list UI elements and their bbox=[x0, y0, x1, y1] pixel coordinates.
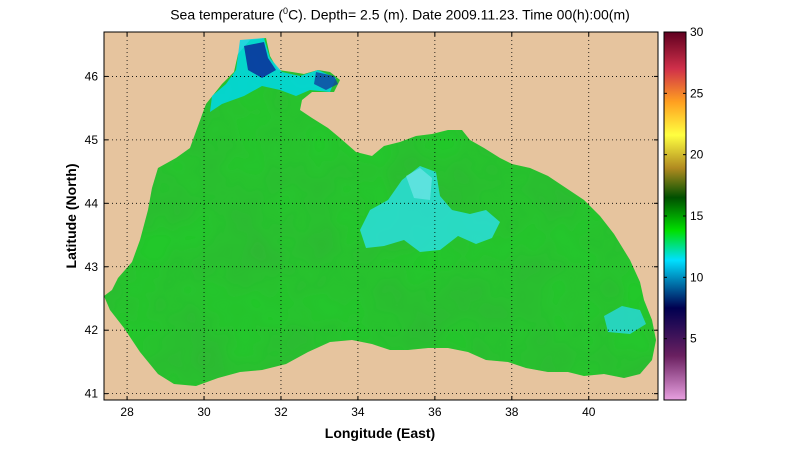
cold-water-central bbox=[360, 166, 500, 252]
x-axis-label: Longitude (East) bbox=[325, 425, 435, 441]
colorbar bbox=[663, 31, 687, 401]
axis-ticks: 28 30 32 34 36 38 40 41 42 43 44 45 46 bbox=[85, 32, 658, 419]
colorbar-tick-label: 25 bbox=[690, 86, 704, 100]
cold-water-southeast bbox=[604, 306, 646, 334]
cold-water-northwest bbox=[210, 38, 336, 112]
x-tick-label: 40 bbox=[582, 405, 596, 419]
cold-water-patch bbox=[406, 168, 432, 200]
y-tick-label: 46 bbox=[85, 69, 99, 83]
y-tick-label: 41 bbox=[85, 387, 99, 401]
colorbar-tick-label: 20 bbox=[690, 148, 704, 162]
colorbar-tick-label: 10 bbox=[690, 270, 704, 284]
y-tick-label: 45 bbox=[85, 133, 99, 147]
plot-frame bbox=[103, 31, 659, 401]
colorbar-tick-label: 30 bbox=[690, 25, 704, 39]
colorbar-ticks: 5 10 15 20 25 30 bbox=[664, 25, 704, 346]
grid-lines bbox=[104, 32, 658, 400]
y-tick-label: 43 bbox=[85, 260, 99, 274]
y-tick-label: 42 bbox=[85, 323, 99, 337]
map-title: Sea temperature (0C). Depth= 2.5 (m). Da… bbox=[170, 6, 630, 23]
x-tick-label: 34 bbox=[351, 405, 365, 419]
x-tick-label: 38 bbox=[505, 405, 519, 419]
y-tick-label: 44 bbox=[85, 196, 99, 210]
y-axis-label: Latitude (North) bbox=[63, 164, 79, 269]
colorbar-tick-label: 15 bbox=[690, 209, 704, 223]
colorbar-tick-label: 5 bbox=[690, 332, 697, 346]
x-tick-label: 36 bbox=[428, 405, 442, 419]
x-tick-label: 32 bbox=[274, 405, 288, 419]
x-tick-label: 30 bbox=[197, 405, 211, 419]
cold-water-core bbox=[244, 42, 276, 78]
x-tick-label: 28 bbox=[120, 405, 134, 419]
